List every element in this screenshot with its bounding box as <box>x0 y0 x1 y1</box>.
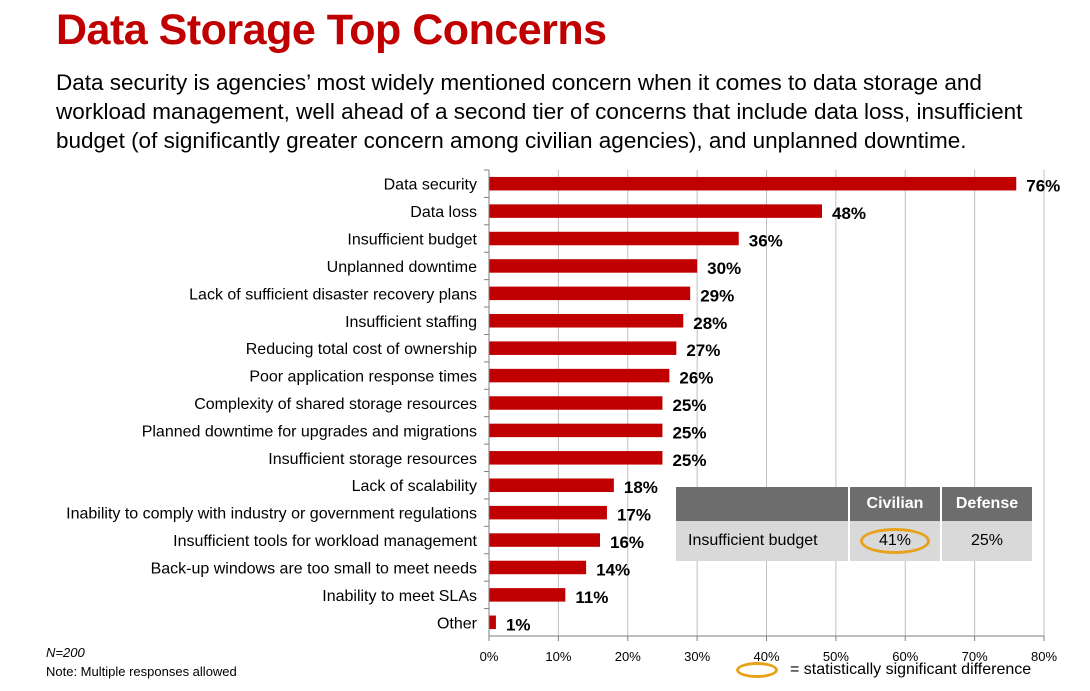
value-label: 25% <box>672 423 706 442</box>
category-label: Insufficient budget <box>347 232 477 249</box>
x-tick-label: 70% <box>962 649 988 664</box>
value-label: 76% <box>1026 177 1060 196</box>
x-tick-label: 0% <box>480 649 499 664</box>
bar <box>489 396 663 410</box>
table-header-defense: Defense <box>940 487 1032 521</box>
bars <box>489 176 1017 630</box>
category-label: Unplanned downtime <box>327 259 477 276</box>
value-label: 48% <box>832 204 866 223</box>
bar <box>489 204 822 218</box>
category-label: Inability to comply with industry or gov… <box>66 506 477 523</box>
category-label: Other <box>437 615 478 632</box>
value-label: 14% <box>596 560 630 579</box>
value-label: 25% <box>672 451 706 470</box>
bar <box>489 314 684 328</box>
significance-legend: = statistically significant difference <box>736 661 1031 679</box>
page-subtitle: Data security is agencies’ most widely m… <box>56 70 1023 153</box>
bar <box>489 533 600 547</box>
x-tick-label: 20% <box>615 649 641 664</box>
table-header-empty <box>676 487 848 521</box>
value-label: 25% <box>672 396 706 415</box>
bar <box>489 259 698 273</box>
table-cell-defense: 25% <box>940 521 1032 561</box>
bar <box>489 341 677 355</box>
table-row: Insufficient budget 41% 25% <box>676 521 1032 561</box>
category-label: Lack of sufficient disaster recovery pla… <box>189 286 477 303</box>
bar <box>489 505 607 520</box>
value-label: 26% <box>679 369 713 388</box>
value-label: 30% <box>707 259 741 278</box>
bar <box>489 451 663 465</box>
category-label: Insufficient tools for workload manageme… <box>173 533 477 550</box>
category-label: Complexity of shared storage resources <box>194 396 477 413</box>
category-label: Reducing total cost of ownership <box>246 341 477 358</box>
legend-text: = statistically significant difference <box>790 661 1032 678</box>
chart-notes: N=200 Note: Multiple responses allowed <box>46 643 237 681</box>
significance-oval-icon <box>736 662 778 678</box>
table-cell-civilian: 41% <box>848 521 940 561</box>
sample-size-note: N=200 <box>46 645 85 660</box>
table-row-label: Insufficient budget <box>676 521 848 561</box>
category-label: Data security <box>384 177 477 194</box>
value-label: 27% <box>686 341 720 360</box>
x-tick-label: 10% <box>545 649 571 664</box>
value-label: 1% <box>506 615 531 634</box>
category-label: Inability to meet SLAs <box>322 588 477 605</box>
value-label: 16% <box>610 533 644 552</box>
table-header-civilian: Civilian <box>848 487 940 521</box>
x-tick-label: 40% <box>753 649 779 664</box>
value-label: 28% <box>693 314 727 333</box>
category-label: Lack of scalability <box>352 478 477 495</box>
multiple-responses-note: Note: Multiple responses allowed <box>46 664 237 679</box>
category-label: Planned downtime for upgrades and migrat… <box>142 423 477 440</box>
x-tick-label: 30% <box>684 649 710 664</box>
significance-table: Civilian Defense Insufficient budget 41%… <box>676 487 1032 561</box>
category-label: Poor application response times <box>249 369 477 386</box>
value-label: 29% <box>700 286 734 305</box>
bar <box>489 615 496 630</box>
x-tick-label: 80% <box>1031 649 1057 664</box>
significant-value-oval: 41% <box>859 528 931 554</box>
page-title: Data Storage Top Concerns <box>56 6 607 54</box>
table-header-row: Civilian Defense <box>676 487 1032 521</box>
labels: 0% 10% 20% 30% 40% 50% 60% 70% 80% Data security 7… <box>66 177 1060 664</box>
bar <box>489 286 691 301</box>
bar <box>489 560 587 575</box>
category-label: Back-up windows are too small to meet ne… <box>151 560 477 577</box>
value-label: 17% <box>617 506 651 525</box>
x-tick-label: 60% <box>892 649 918 664</box>
category-label: Insufficient staffing <box>345 314 477 331</box>
bar <box>489 423 663 438</box>
axes <box>484 169 1045 641</box>
bar <box>489 231 739 246</box>
value-label: 36% <box>749 232 783 251</box>
bar <box>489 588 566 602</box>
bar <box>489 478 614 492</box>
category-label: Insufficient storage resources <box>268 451 477 468</box>
value-label: 11% <box>575 588 608 607</box>
bar <box>489 176 1017 191</box>
x-tick-label: 50% <box>823 649 849 664</box>
value-label: 18% <box>624 478 658 497</box>
bar <box>489 368 670 383</box>
category-label: Data loss <box>410 204 477 221</box>
